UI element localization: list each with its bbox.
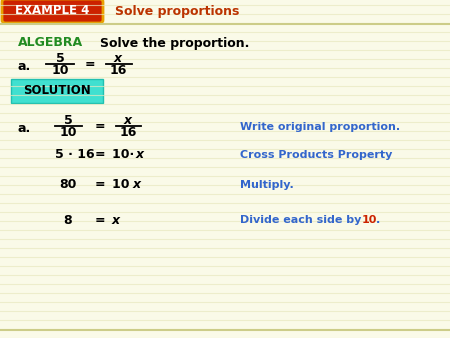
Text: Solve proportions: Solve proportions — [115, 4, 239, 18]
Text: =: = — [94, 148, 105, 162]
Text: 10: 10 — [59, 126, 77, 140]
Text: =: = — [94, 178, 105, 192]
Text: Divide each side by: Divide each side by — [240, 215, 365, 225]
Text: 16: 16 — [109, 65, 127, 77]
Text: a.: a. — [18, 121, 31, 135]
Text: 16: 16 — [119, 126, 137, 140]
Text: 5 · 16: 5 · 16 — [55, 148, 94, 162]
Text: SOLUTION: SOLUTION — [23, 84, 91, 97]
Text: 8: 8 — [64, 214, 72, 226]
FancyBboxPatch shape — [2, 0, 103, 23]
Text: ALGEBRA: ALGEBRA — [18, 37, 83, 49]
Text: x: x — [112, 214, 120, 226]
Text: .: . — [376, 215, 380, 225]
Text: =: = — [85, 58, 95, 72]
Text: Write original proportion.: Write original proportion. — [240, 122, 400, 132]
Text: Multiply.: Multiply. — [240, 180, 294, 190]
Text: a.: a. — [18, 59, 31, 72]
Text: 10: 10 — [112, 178, 134, 192]
Text: x: x — [124, 114, 132, 126]
Text: 10: 10 — [51, 65, 69, 77]
FancyBboxPatch shape — [11, 79, 103, 103]
Text: 10·: 10· — [112, 148, 139, 162]
Text: x: x — [133, 178, 141, 192]
Text: 10: 10 — [362, 215, 378, 225]
Text: Solve the proportion.: Solve the proportion. — [100, 37, 249, 49]
Text: x: x — [114, 51, 122, 65]
Text: 5: 5 — [63, 114, 72, 126]
Text: x: x — [136, 148, 144, 162]
Text: =: = — [94, 121, 105, 134]
Text: Cross Products Property: Cross Products Property — [240, 150, 392, 160]
Text: 80: 80 — [59, 178, 76, 192]
Text: 5: 5 — [56, 51, 64, 65]
Text: =: = — [94, 214, 105, 226]
Text: EXAMPLE 4: EXAMPLE 4 — [15, 4, 89, 18]
